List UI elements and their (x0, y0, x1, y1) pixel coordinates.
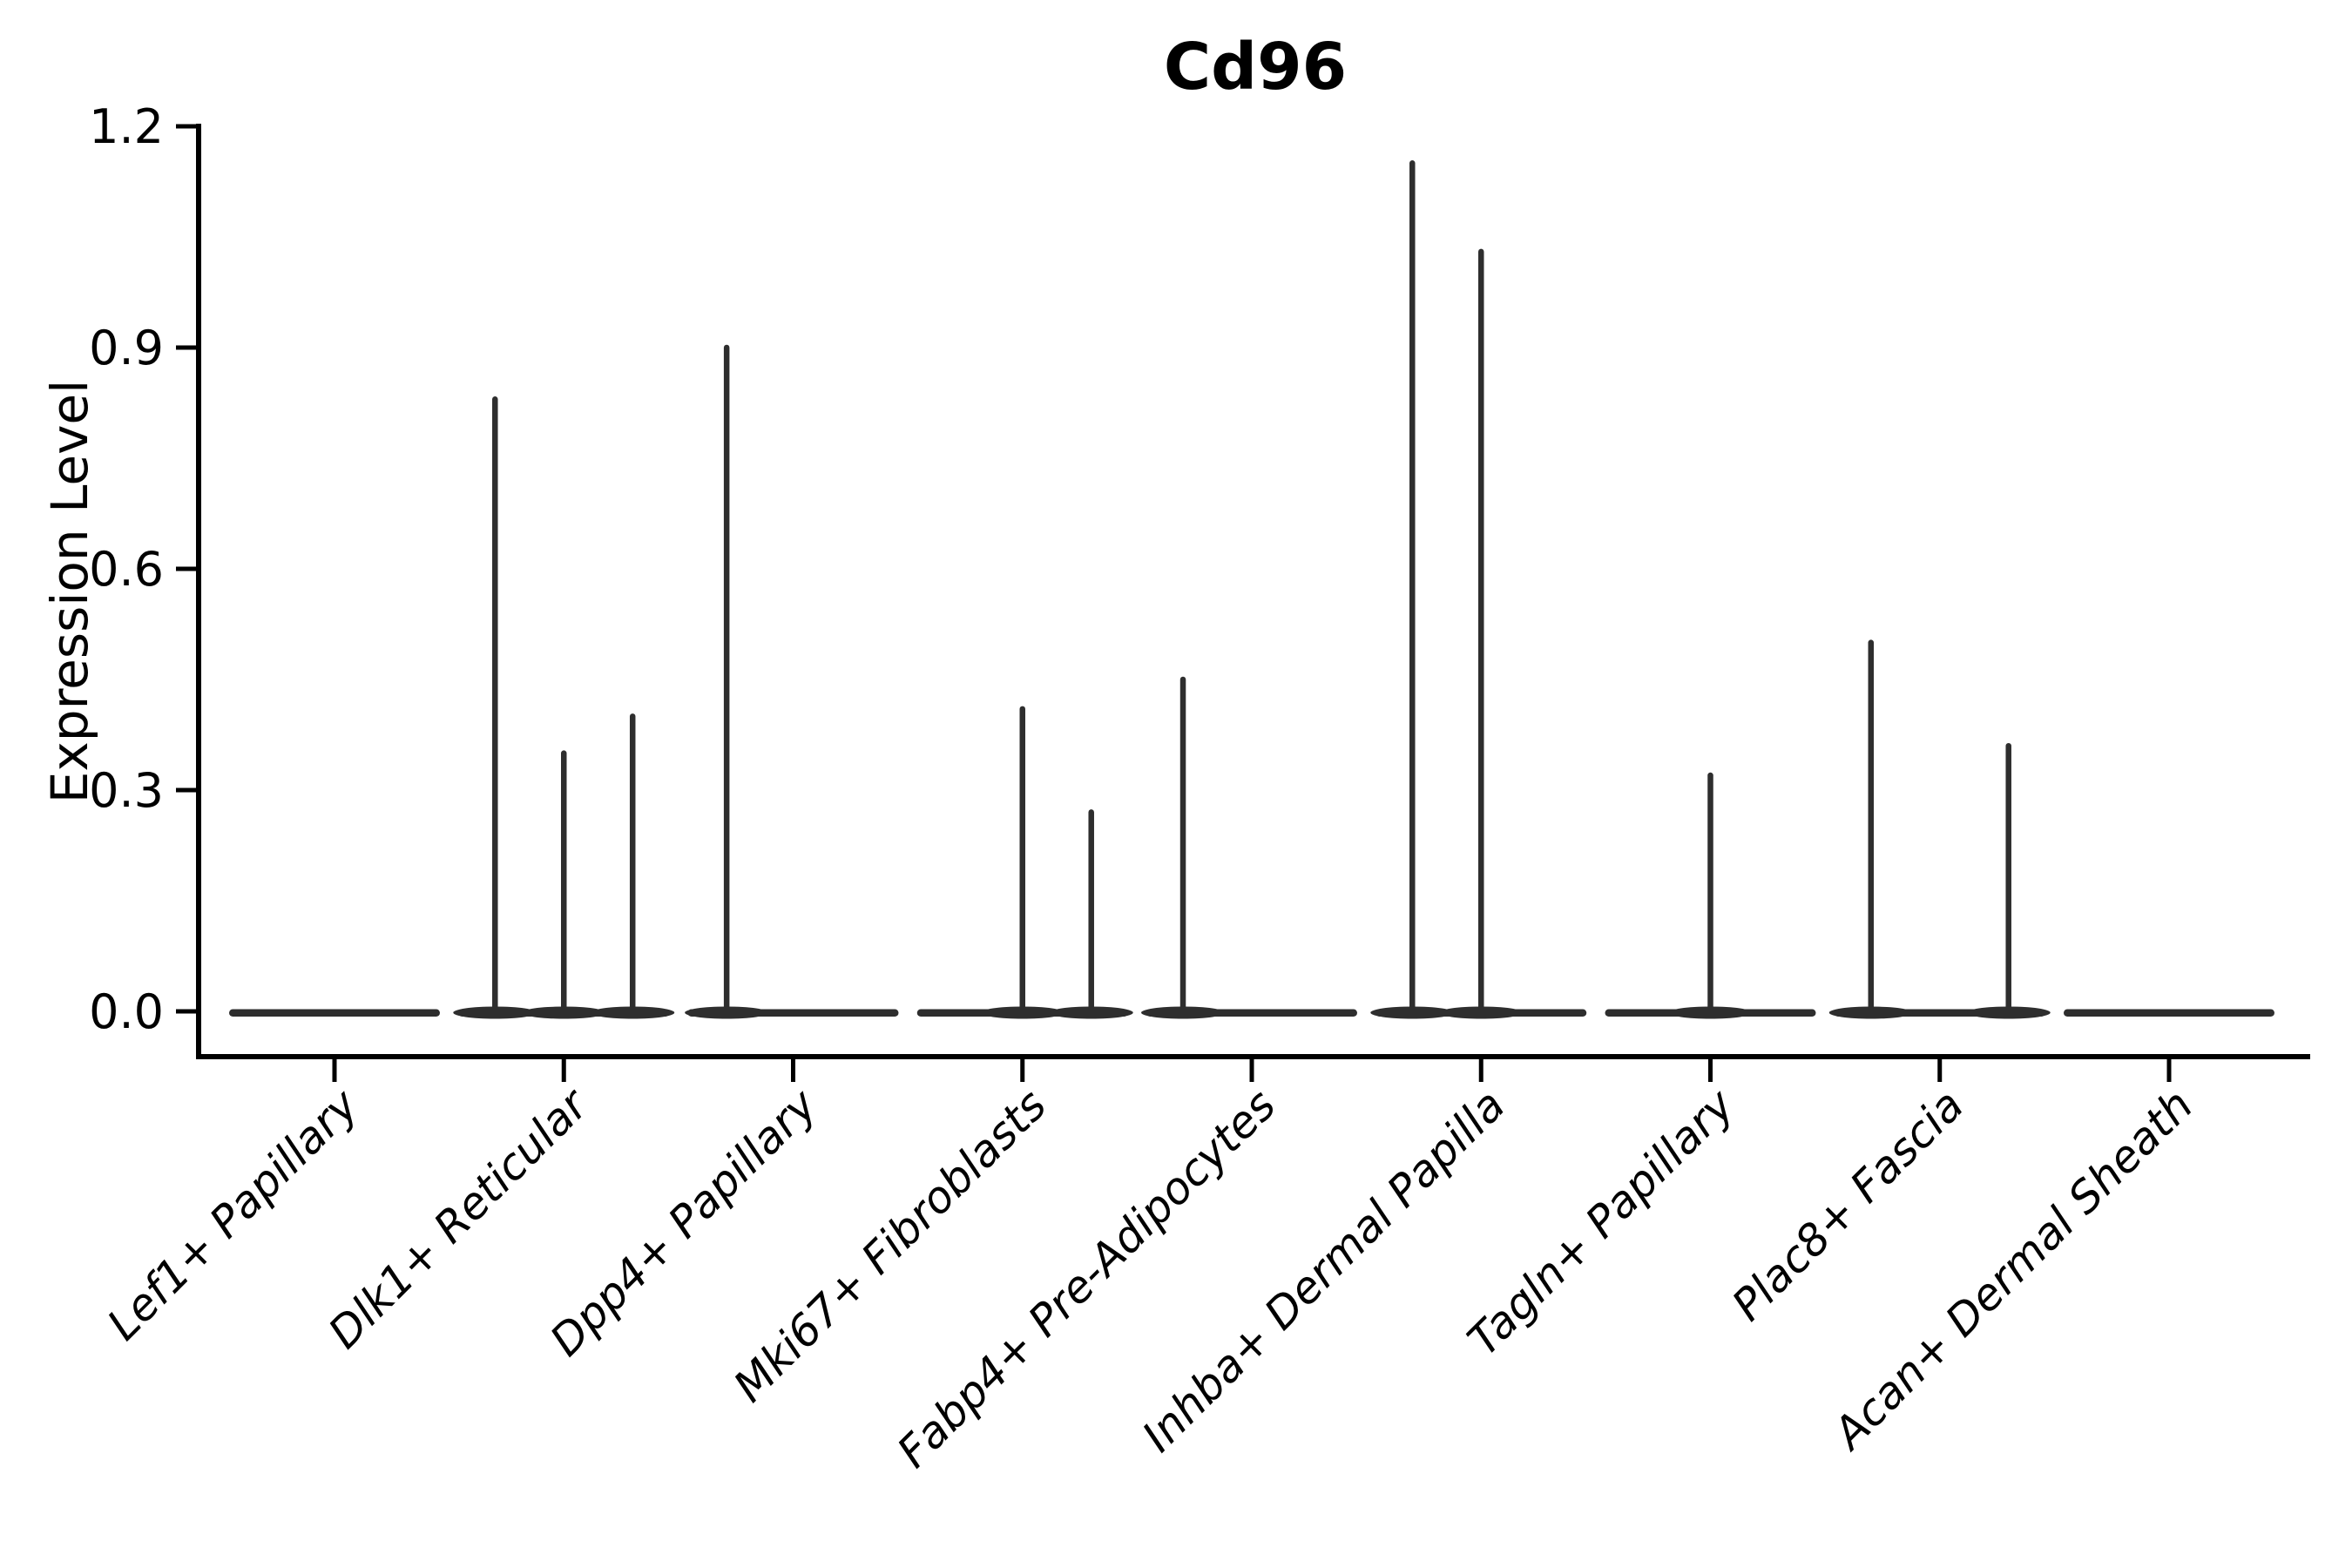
violin-group (1605, 772, 1816, 1019)
y-tick-label: 0.6 (89, 542, 164, 597)
violin-body (2064, 1009, 2274, 1017)
violin-group (1370, 160, 1587, 1019)
y-tick-label: 0.0 (89, 984, 164, 1039)
x-tick-label: Lef1+ Papillary (98, 1078, 368, 1349)
x-tick-label: Plac8+ Fascia (1722, 1079, 1973, 1330)
violin-series (229, 160, 2274, 1019)
x-tick-label: Inhba+ Dermal Papilla (1132, 1079, 1514, 1461)
chart-title: Cd96 (1164, 30, 1347, 105)
violin-group (453, 395, 675, 1019)
violin-group (229, 1009, 440, 1017)
y-axis-label: Expression Level (40, 380, 99, 803)
x-tick-label: Acan+ Dermal Sheath (1822, 1079, 2203, 1460)
violin-group (1828, 639, 2051, 1019)
violin-group (916, 706, 1133, 1019)
x-tick-label: Fabp4+ Pre-Adipocytes (888, 1079, 1286, 1477)
y-tick-label: 0.9 (89, 321, 164, 375)
violin-group (1141, 676, 1357, 1019)
violin-group (685, 344, 899, 1019)
violin-group (2064, 1009, 2274, 1017)
violin-body (229, 1009, 440, 1017)
y-tick-label: 0.3 (89, 763, 164, 818)
y-tick-label: 1.2 (89, 99, 164, 154)
